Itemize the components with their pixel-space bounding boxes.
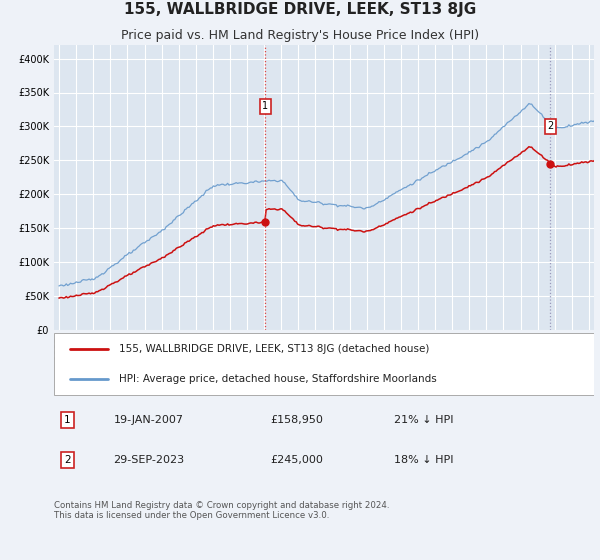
FancyBboxPatch shape: [54, 333, 594, 395]
Text: Contains HM Land Registry data © Crown copyright and database right 2024.
This d: Contains HM Land Registry data © Crown c…: [54, 501, 389, 520]
Text: 1: 1: [262, 101, 268, 111]
Text: HPI: Average price, detached house, Staffordshire Moorlands: HPI: Average price, detached house, Staf…: [119, 374, 437, 384]
Text: 155, WALLBRIDGE DRIVE, LEEK, ST13 8JG: 155, WALLBRIDGE DRIVE, LEEK, ST13 8JG: [124, 2, 476, 17]
Text: 19-JAN-2007: 19-JAN-2007: [113, 415, 184, 425]
Text: 155, WALLBRIDGE DRIVE, LEEK, ST13 8JG (detached house): 155, WALLBRIDGE DRIVE, LEEK, ST13 8JG (d…: [119, 344, 429, 354]
Text: 2: 2: [64, 455, 71, 465]
Text: 18% ↓ HPI: 18% ↓ HPI: [394, 455, 454, 465]
Text: £158,950: £158,950: [270, 415, 323, 425]
Text: 29-SEP-2023: 29-SEP-2023: [113, 455, 185, 465]
Text: 1: 1: [64, 415, 71, 425]
Text: 2: 2: [547, 122, 554, 132]
Text: Price paid vs. HM Land Registry's House Price Index (HPI): Price paid vs. HM Land Registry's House …: [121, 29, 479, 41]
Text: £245,000: £245,000: [270, 455, 323, 465]
Text: 21% ↓ HPI: 21% ↓ HPI: [394, 415, 454, 425]
